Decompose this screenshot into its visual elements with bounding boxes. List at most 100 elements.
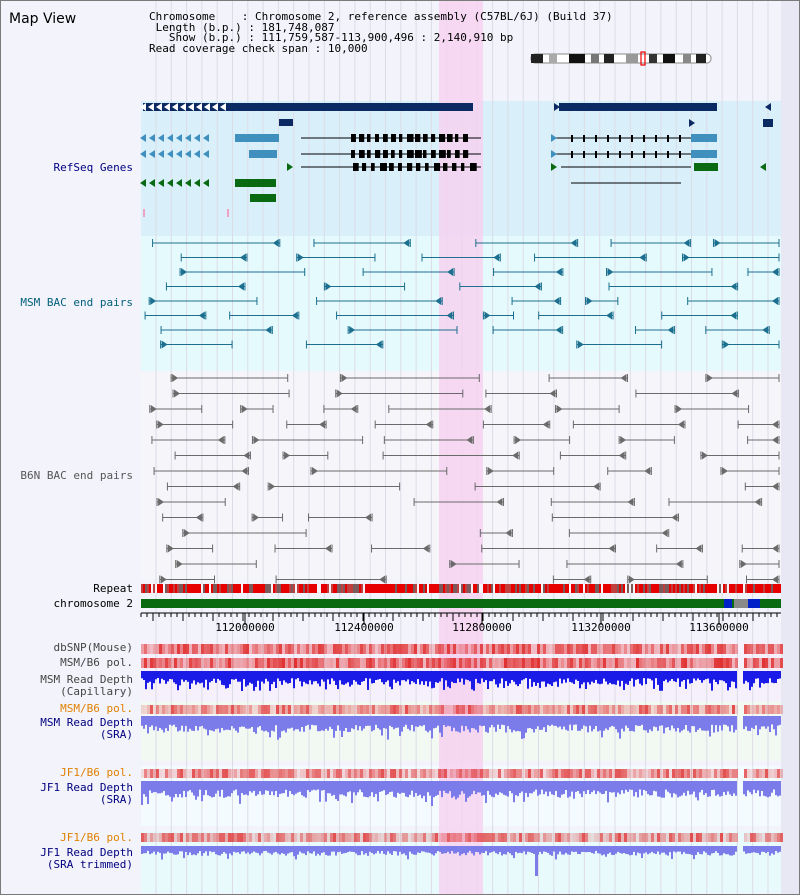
depth-bin — [161, 671, 163, 679]
depth-bin — [559, 671, 561, 679]
polymorphism-bin — [564, 644, 567, 654]
track-label-msm-pol-2[interactable]: MSM/B6 pol. — [60, 702, 133, 715]
track-label-msm-pol-1[interactable]: MSM/B6 pol. — [60, 656, 133, 669]
depth-bin — [655, 671, 657, 679]
track-label-jf1-pol-1[interactable]: JF1/B6 pol. — [60, 766, 133, 779]
polymorphism-bin — [426, 644, 429, 654]
polymorphism-bin — [420, 658, 423, 668]
depth-bin — [211, 781, 213, 798]
polymorphism-bin — [414, 769, 417, 778]
exon — [407, 150, 414, 158]
track-label-b6n-bac[interactable]: B6N BAC end pairs — [20, 469, 133, 482]
polymorphism-bin — [207, 644, 210, 654]
polymorphism-bin — [465, 644, 468, 654]
track-label-msm-bac[interactable]: MSM BAC end pairs — [20, 296, 133, 309]
gene-arrow — [203, 179, 209, 187]
track-label-repeat[interactable]: Repeat — [93, 582, 133, 595]
depth-bin — [571, 781, 573, 792]
polymorphism-bin — [429, 644, 432, 654]
track-label-refseq[interactable]: RefSeq Genes — [53, 161, 133, 174]
depth-bin — [433, 671, 435, 688]
depth-bin — [651, 781, 653, 796]
strand-arrow — [425, 420, 432, 429]
repeat-bar — [601, 584, 603, 593]
depth-bin — [541, 781, 543, 790]
depth-bin — [273, 716, 275, 732]
polymorphism-bin — [228, 769, 231, 778]
polymorphism-bin — [150, 833, 153, 842]
depth-bin — [425, 716, 427, 731]
repeat-bar — [775, 584, 777, 593]
polymorphism-bin — [609, 705, 612, 714]
polymorphism-bin — [249, 769, 252, 778]
repeat-bar — [209, 584, 211, 593]
depth-bin — [363, 846, 365, 855]
depth-bin — [699, 781, 701, 793]
polymorphism-bin — [717, 769, 720, 778]
track-label-chromosome[interactable]: chromosome 2 — [53, 597, 133, 610]
depth-bin — [421, 846, 423, 852]
depth-bin — [409, 846, 411, 852]
depth-bin — [579, 716, 581, 731]
depth-bin — [477, 716, 479, 733]
gene-block — [559, 103, 717, 111]
depth-bin — [637, 671, 639, 680]
repeat-bar — [391, 584, 393, 593]
depth-bin — [363, 716, 365, 729]
depth-bin — [155, 846, 157, 855]
track-label-msm-depth-capillary[interactable]: MSM Read Depth (Capillary) — [40, 674, 133, 698]
depth-bin — [143, 671, 145, 680]
axis-tick-label: 112800000 — [452, 621, 512, 634]
repeat-bar — [705, 584, 707, 593]
track-label-msm-depth-sra[interactable]: MSM Read Depth (SRA) — [40, 717, 133, 741]
repeat-bar — [459, 584, 461, 593]
depth-bin — [263, 846, 265, 852]
polymorphism-bin — [318, 833, 321, 842]
track-label-jf1-depth-trimmed[interactable]: JF1 Read Depth (SRA trimmed) — [40, 847, 133, 871]
polymorphism-bin — [489, 705, 492, 714]
polymorphism-bin — [630, 705, 633, 714]
repeat-bar — [263, 584, 265, 593]
polymorphism-bin — [312, 833, 315, 842]
depth-bin — [777, 671, 779, 679]
exon — [389, 163, 394, 171]
label-line: JF1 Read Depth — [40, 781, 133, 794]
depth-bin — [591, 781, 593, 793]
depth-bin — [215, 846, 217, 855]
strand-arrow — [243, 451, 250, 460]
depth-bin — [173, 671, 175, 683]
depth-bin — [433, 781, 435, 798]
polymorphism-bin — [327, 769, 330, 778]
depth-bin — [257, 781, 259, 795]
depth-bin — [603, 671, 605, 679]
polymorphism-bin — [249, 833, 252, 842]
exon — [383, 134, 388, 142]
track-label-jf1-depth-sra[interactable]: JF1 Read Depth (SRA) — [40, 782, 133, 806]
depth-bin — [453, 671, 455, 683]
repeat-bar — [147, 584, 149, 593]
repeat-bar — [191, 584, 193, 593]
polymorphism-bin — [525, 833, 528, 842]
depth-bin — [349, 781, 351, 792]
track-label-jf1-pol-2[interactable]: JF1/B6 pol. — [60, 831, 133, 844]
depth-bin — [281, 781, 283, 794]
repeat-bar — [561, 584, 563, 593]
polymorphism-bin — [450, 769, 453, 778]
depth-bin — [715, 671, 717, 682]
depth-bin — [735, 846, 737, 852]
repeat-bar — [727, 584, 729, 593]
polymorphism-bin — [678, 644, 681, 654]
polymorphism-bin — [279, 644, 282, 654]
track-label-dbsnp[interactable]: dbSNP(Mouse) — [53, 641, 133, 654]
polymorphism-bin — [456, 833, 459, 842]
depth-bin — [557, 846, 559, 855]
polymorphism-bin — [291, 833, 294, 842]
strand-arrow — [583, 575, 590, 584]
polymorphism-bin — [336, 833, 339, 842]
depth-bin — [167, 671, 169, 682]
repeat-bar — [689, 584, 691, 593]
depth-bin — [269, 716, 271, 738]
polymorphism-bin — [432, 658, 435, 668]
polymorphism-bin — [246, 658, 249, 668]
